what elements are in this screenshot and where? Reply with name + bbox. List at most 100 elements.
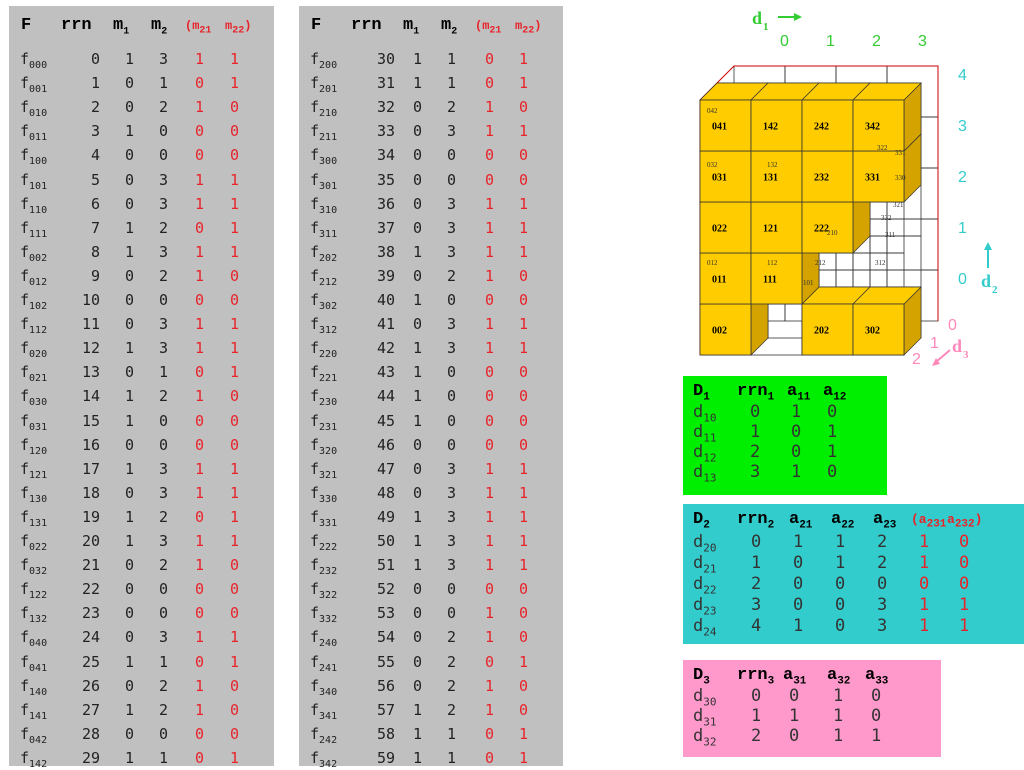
cell-rrn: 57 — [377, 700, 396, 719]
small-label: 032 — [707, 161, 718, 169]
small-label: 042 — [707, 107, 718, 115]
d3-tick: 1 — [930, 335, 939, 352]
block-front — [699, 252, 752, 305]
f-name: f111 — [20, 219, 47, 240]
f-letter: f — [310, 266, 320, 285]
cell-rrn: 46 — [377, 435, 396, 454]
cell-m22: 0 — [230, 98, 240, 117]
d-sub: 22 — [703, 583, 717, 597]
cell-m22: 1 — [230, 242, 240, 261]
f-sub: 020 — [29, 349, 48, 361]
cell-m21: 0 — [195, 724, 205, 743]
cell-a33: 0 — [871, 686, 882, 706]
cell-m22: 0 — [519, 387, 529, 406]
f-name: f132 — [20, 604, 47, 625]
block-front — [699, 150, 752, 203]
f-letter: f — [310, 315, 320, 334]
block-front — [801, 99, 854, 152]
d-sub: 13 — [703, 471, 717, 485]
header-m1-sub: 1 — [123, 26, 130, 38]
cell-m21: 0 — [485, 748, 495, 767]
cell-rrn: 16 — [82, 435, 101, 454]
header-a23: a23 — [873, 510, 896, 531]
f-name: f230 — [310, 387, 337, 408]
header-a22-base: a — [831, 510, 842, 529]
header-a23-sub: 23 — [883, 519, 897, 532]
header-a31-sub: 31 — [793, 675, 807, 688]
cell-m22: 0 — [519, 266, 529, 285]
cell-m22: 0 — [519, 146, 529, 165]
header-rrn: rrn3 — [737, 666, 774, 687]
cell-m1: 1 — [413, 748, 423, 767]
cell-m22: 1 — [230, 339, 240, 358]
d2-tick: 1 — [958, 220, 967, 237]
header-m1: m1 — [403, 16, 419, 37]
header-m21-sub: 21 — [199, 25, 212, 37]
f-name: f042 — [20, 725, 47, 746]
header-m22-base: m — [515, 19, 523, 33]
f-sub: 140 — [29, 686, 48, 698]
cell-rrn: 6 — [91, 194, 101, 213]
f-row: f142 29 1 1 0 1 — [9, 746, 274, 770]
cell-m21: 1 — [485, 315, 495, 334]
d-letter: d — [693, 706, 704, 726]
cell-m21: 1 — [195, 339, 205, 358]
cell-m22: 0 — [519, 676, 529, 695]
cell-m22: 1 — [519, 532, 529, 550]
cell-m2: 2 — [159, 507, 169, 526]
header-m1-sub: 1 — [413, 26, 420, 38]
f-letter: f — [20, 556, 30, 575]
header-a32-base: a — [827, 666, 838, 685]
d1-table: D1 rrn1 a11 a12 d10 0 1 0 d11 1 0 1 d12 2 0 1 d13 3 1 0 — [683, 376, 887, 495]
d1-axis-label: d — [752, 8, 762, 28]
cell-m2: 0 — [159, 411, 169, 430]
f-sub: 002 — [29, 252, 48, 264]
block-label: 022 — [712, 224, 727, 235]
f-letter: f — [310, 194, 320, 213]
cell-a11: 0 — [791, 422, 802, 442]
f-row: f322 52 0 0 0 0 — [299, 577, 563, 601]
f-row: f202 38 1 3 1 1 — [299, 240, 563, 264]
f-row: f031 15 1 0 0 0 — [9, 409, 274, 433]
cell-m22: 0 — [230, 724, 240, 743]
header-a231-base: (a — [911, 512, 927, 527]
f-name: f211 — [310, 122, 337, 143]
cell-m2: 3 — [447, 532, 457, 550]
cell-a231: 0 — [919, 574, 930, 594]
d-name: d11 — [693, 422, 717, 444]
f-name: f310 — [310, 195, 337, 216]
d-name: d31 — [693, 706, 717, 728]
header-m21-sub: 21 — [489, 25, 502, 37]
header-rrn-base: rrn — [737, 510, 768, 529]
header-F: F — [21, 16, 32, 35]
grid-cell — [886, 218, 939, 271]
cell-rrn: 39 — [377, 266, 396, 285]
cell-m2: 0 — [447, 170, 457, 189]
block-front — [750, 150, 803, 203]
f-name: f102 — [20, 291, 47, 312]
header-paren-close: ) — [534, 19, 542, 33]
cell-m2: 3 — [447, 459, 457, 478]
cell-m1: 1 — [413, 291, 423, 309]
cell-rrn: 0 — [91, 50, 101, 68]
f-sub: 040 — [29, 638, 48, 650]
f-name: f022 — [20, 532, 47, 553]
cell-m2: 1 — [447, 724, 457, 743]
cell-m1: 1 — [125, 387, 135, 406]
f-sub: 012 — [29, 276, 48, 288]
f-sub: 241 — [319, 662, 338, 674]
cell-rrn: 59 — [377, 748, 396, 767]
f-sub: 112 — [29, 325, 48, 337]
d-letter: d — [693, 422, 704, 442]
cell-m1: 0 — [125, 74, 135, 93]
cell-a232: 1 — [959, 616, 970, 636]
f-row: f020 12 1 3 1 1 — [9, 336, 274, 360]
f-sub: 032 — [29, 566, 48, 578]
cell-m21: 1 — [485, 242, 495, 261]
f-sub: 212 — [319, 276, 338, 288]
cell-m1: 1 — [413, 242, 423, 261]
d3-table: D3 rrn3 a31 a32 a33 d30 0 0 1 0 d31 1 1 1 0 d32 2 0 1 1 — [683, 660, 941, 757]
f-name: f041 — [20, 653, 47, 674]
cell-m22: 1 — [230, 194, 240, 213]
cell-m22: 0 — [230, 700, 240, 719]
